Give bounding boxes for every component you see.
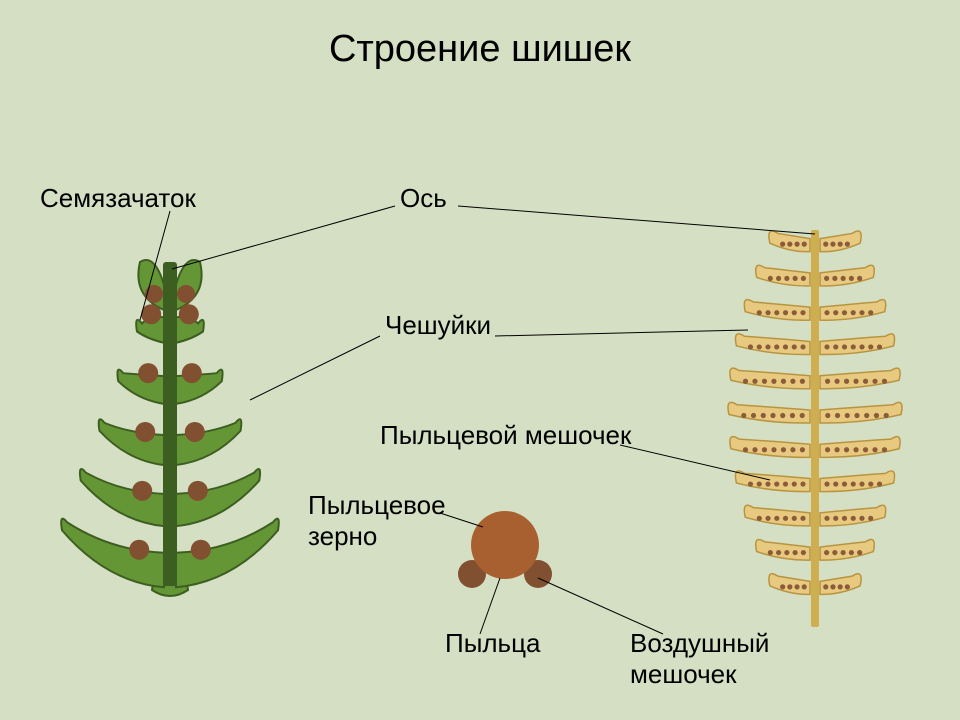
label-pollen-grain: Пыльцевое зерно	[308, 490, 446, 552]
diagram-svg	[0, 0, 960, 720]
label-ovule: Семязачаток	[40, 183, 196, 214]
label-air-sac-line2: мешочек	[630, 659, 736, 689]
label-pollen: Пыльца	[445, 628, 540, 659]
label-scales: Чешуйки	[385, 310, 491, 341]
label-pollen-grain-line1: Пыльцевое	[308, 490, 446, 520]
label-air-sac-line1: Воздушный	[630, 628, 769, 658]
diagram-canvas: Строение шишек Семязачаток Ось Чешуйки П…	[0, 0, 960, 720]
label-axis: Ось	[400, 183, 447, 214]
label-air-sac: Воздушный мешочек	[630, 628, 769, 690]
label-pollen-grain-line2: зерно	[308, 521, 377, 551]
label-pollen-sac: Пыльцевой мешочек	[380, 420, 631, 451]
diagram-title: Строение шишек	[0, 28, 960, 71]
